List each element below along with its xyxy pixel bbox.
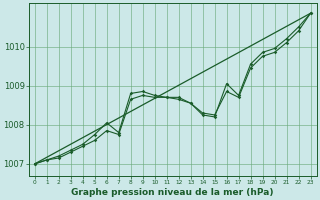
X-axis label: Graphe pression niveau de la mer (hPa): Graphe pression niveau de la mer (hPa) [71,188,274,197]
